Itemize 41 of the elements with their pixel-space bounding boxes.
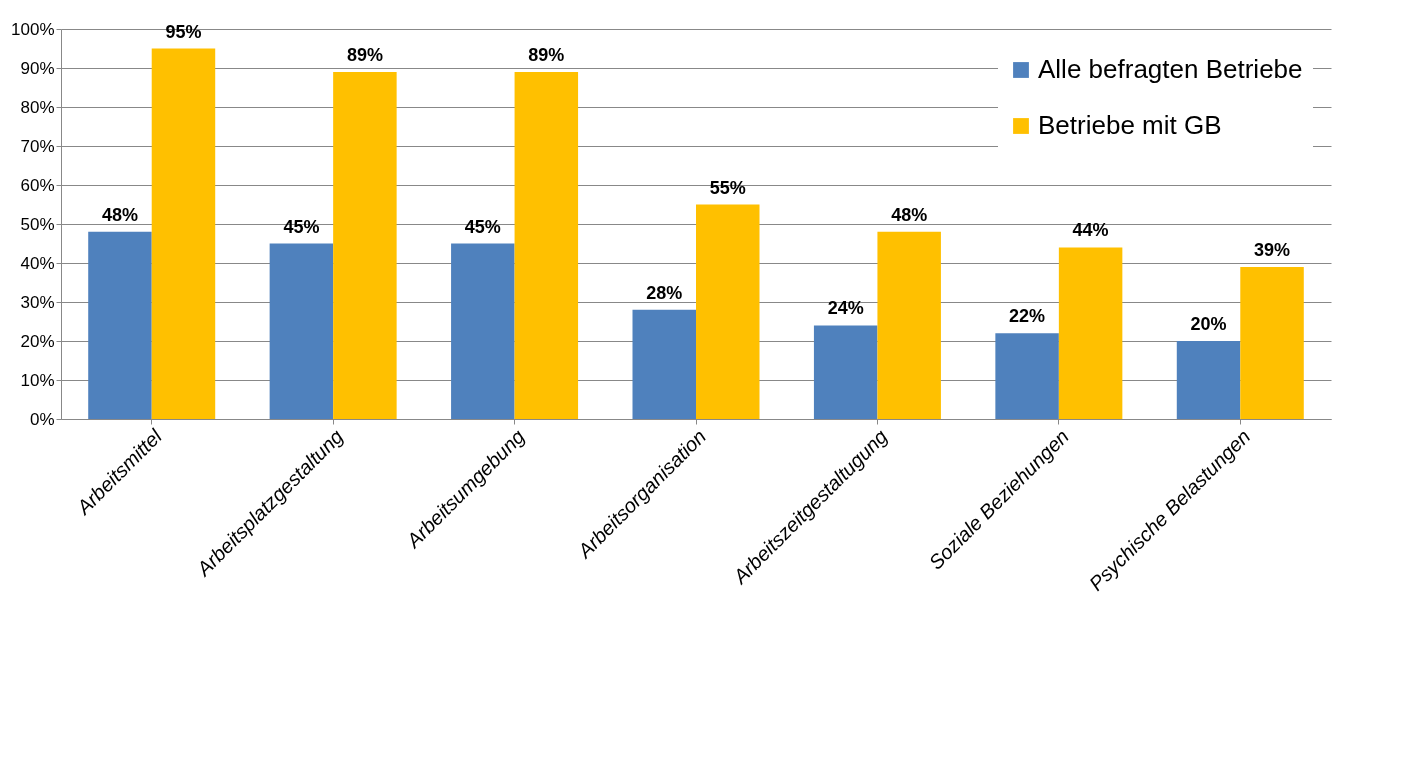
- y-tick-label: 20%: [20, 331, 55, 351]
- data-label: 89%: [528, 44, 565, 65]
- data-label: 48%: [891, 204, 928, 225]
- y-tick-label: 100%: [11, 19, 55, 39]
- bar: [514, 71, 579, 419]
- bar: [995, 333, 1059, 419]
- y-tick-label: 30%: [20, 292, 55, 312]
- bar: [813, 325, 878, 419]
- bar: [1176, 341, 1241, 419]
- data-label: 95%: [165, 21, 202, 42]
- y-tick-label: 60%: [20, 175, 55, 195]
- data-label: 22%: [1009, 306, 1046, 327]
- bar: [88, 231, 152, 419]
- y-tick-label: 0%: [29, 409, 55, 429]
- legend-label: Betriebe mit GB: [1038, 110, 1222, 140]
- bar: [1240, 266, 1304, 419]
- y-tick-label: 70%: [20, 136, 55, 156]
- data-label: 20%: [1190, 314, 1227, 334]
- data-label: 89%: [346, 44, 383, 65]
- bar: [696, 204, 760, 419]
- y-tick-label: 80%: [20, 97, 55, 117]
- data-label: 55%: [709, 177, 746, 198]
- y-tick-label: 10%: [20, 370, 55, 390]
- bar: [269, 243, 334, 419]
- y-tick-label: 40%: [20, 253, 55, 273]
- data-label: 44%: [1072, 220, 1109, 241]
- bar: [151, 48, 216, 419]
- y-tick-label: 90%: [20, 58, 55, 78]
- bar: [877, 231, 941, 419]
- data-label: 45%: [283, 216, 320, 237]
- legend-label: Alle befragten Betriebe: [1038, 54, 1303, 84]
- y-tick-label: 50%: [20, 214, 55, 234]
- data-label: 48%: [101, 204, 138, 225]
- bar: [451, 243, 515, 419]
- data-label: 45%: [464, 216, 501, 237]
- data-label: 24%: [827, 298, 864, 319]
- data-label: 28%: [646, 282, 683, 303]
- data-label: 39%: [1254, 239, 1291, 260]
- bar: [333, 71, 397, 419]
- bar: [632, 309, 696, 419]
- bar: [1058, 247, 1123, 419]
